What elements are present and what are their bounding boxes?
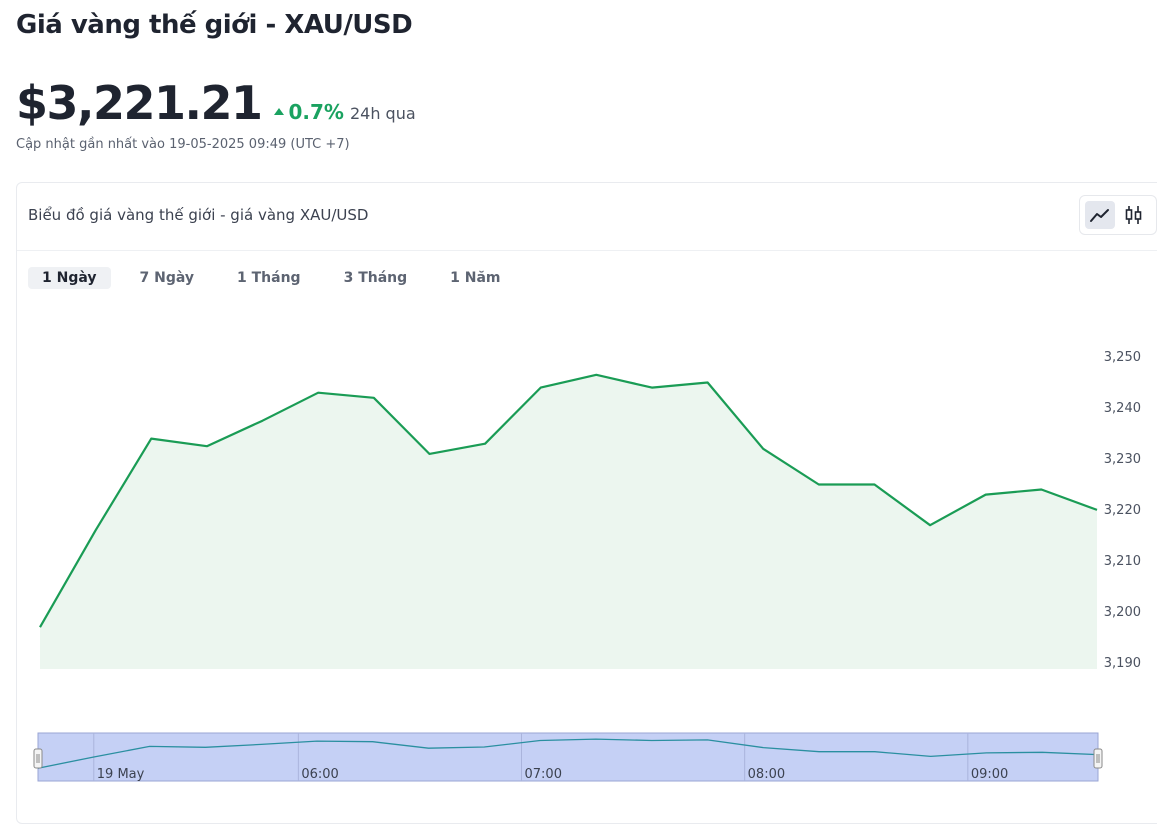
y-tick-label: 3,210 <box>1104 554 1141 569</box>
y-tick-label: 3,220 <box>1104 503 1141 518</box>
x-tick-label: 07:00 <box>525 767 562 782</box>
price-chart: 3,190 3,200 3,210 3,220 3,230 3,240 3,250 19 Ma… <box>0 0 1157 799</box>
x-tick-label: 06:00 <box>301 767 338 782</box>
y-tick-label: 3,250 <box>1104 350 1141 365</box>
navigator-handle-left[interactable] <box>34 749 42 768</box>
price-area <box>40 375 1097 669</box>
x-tick-label: 09:00 <box>971 767 1008 782</box>
y-tick-label: 3,240 <box>1104 401 1141 416</box>
y-tick-label: 3,190 <box>1104 656 1141 671</box>
x-tick-label: 19 May <box>97 767 145 782</box>
y-tick-label: 3,200 <box>1104 605 1141 620</box>
x-tick-label: 08:00 <box>748 767 785 782</box>
navigator-handle-right[interactable] <box>1094 749 1102 768</box>
y-tick-label: 3,230 <box>1104 452 1141 467</box>
